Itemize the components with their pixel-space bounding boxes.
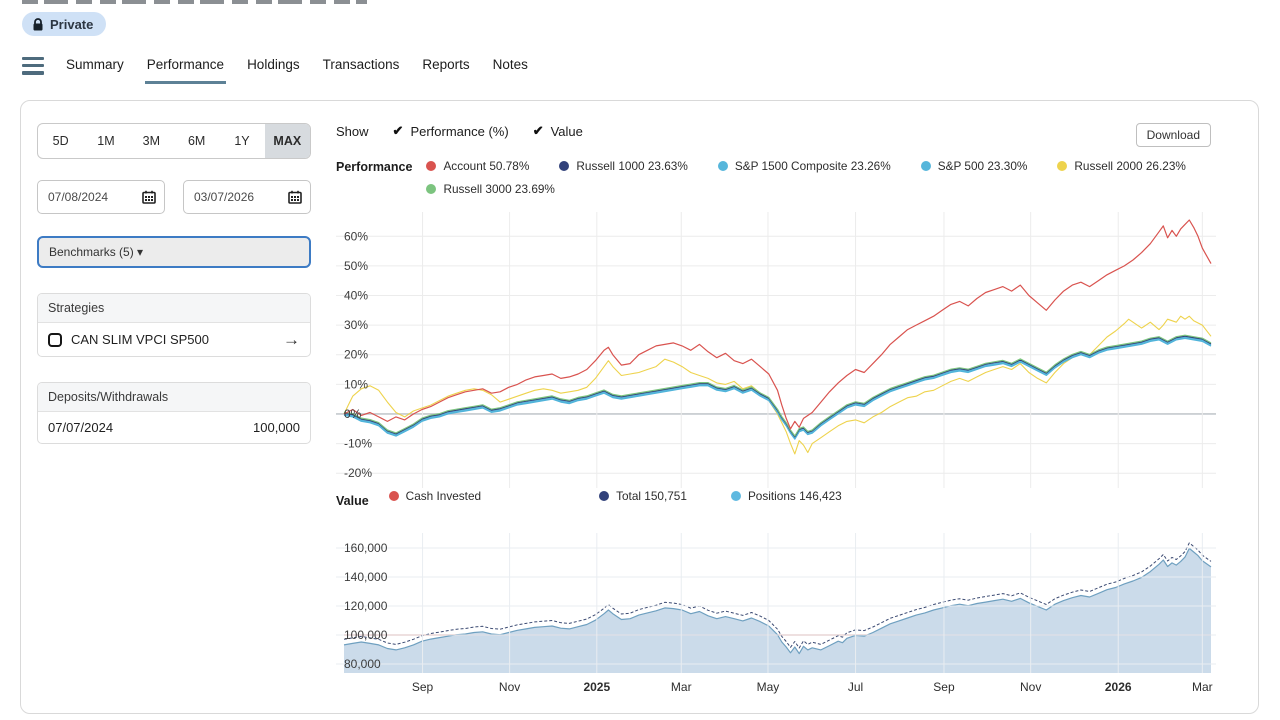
legend-dot — [920, 161, 931, 171]
svg-text:Sep: Sep — [412, 680, 434, 694]
svg-text:Nov: Nov — [499, 680, 520, 694]
svg-text:-20%: -20% — [344, 466, 372, 480]
legend-dot — [559, 161, 570, 171]
toggle-value[interactable]: ✔ Value — [533, 123, 583, 139]
svg-text:May: May — [757, 680, 780, 694]
svg-text:30%: 30% — [344, 318, 368, 332]
legend-item[interactable]: S&P 500 23.30% — [920, 159, 1027, 173]
performance-panel: 5D 1M 3M 6M 1Y MAX 07/08/2024 03/07/2026 — [20, 100, 1259, 714]
date-range-row: 07/08/2024 03/07/2026 — [37, 180, 311, 214]
deposit-row: 07/07/2024 100,000 — [38, 412, 310, 443]
strategies-panel: Strategies CAN SLIM VPCI SP500 → — [37, 293, 311, 357]
strategies-header: Strategies — [38, 294, 310, 323]
legend-dot — [730, 491, 741, 501]
legend-dot — [426, 161, 437, 171]
tab-performance[interactable]: Performance — [144, 54, 227, 84]
range-button-3m[interactable]: 3M — [142, 134, 160, 148]
legend-item[interactable]: Positions 146,423 — [730, 489, 842, 503]
range-button-1y[interactable]: 1Y — [234, 134, 250, 148]
legend-dot — [1057, 161, 1068, 171]
svg-text:100,000: 100,000 — [344, 628, 388, 642]
value-legend-items: Cash Invested Total 150,751 Positions 146,… — [388, 489, 842, 512]
calendar-icon[interactable] — [288, 190, 302, 204]
legend-item[interactable]: Russell 1000 23.63% — [559, 159, 688, 173]
sidebar: 5D 1M 3M 6M 1Y MAX 07/08/2024 03/07/2026 — [37, 123, 311, 444]
strategy-checkbox[interactable] — [48, 332, 62, 347]
legend-item[interactable]: Russell 3000 23.69% — [426, 182, 555, 196]
svg-text:-10%: -10% — [344, 437, 372, 451]
show-label: Show — [336, 123, 369, 139]
svg-text:Sep: Sep — [933, 680, 955, 694]
tab-reports[interactable]: Reports — [422, 57, 470, 72]
legend-dot — [388, 491, 399, 501]
benchmarks-dropdown[interactable]: Benchmarks (5) ▾ — [37, 236, 311, 268]
strategy-arrow-icon[interactable]: → — [283, 330, 300, 349]
range-button-max[interactable]: MAX — [264, 124, 310, 158]
lock-icon — [33, 17, 43, 30]
legend-dot — [599, 491, 610, 501]
value-chart[interactable]: 160,000 140,000 120,000 100,000 80,000 Sep Nov… — [336, 533, 1216, 706]
range-button-6m[interactable]: 6M — [187, 134, 206, 148]
svg-text:80,000: 80,000 — [344, 657, 381, 671]
legend-dot — [717, 161, 728, 171]
private-badge: Private — [22, 12, 107, 36]
svg-text:160,000: 160,000 — [344, 541, 388, 555]
svg-text:140,000: 140,000 — [344, 570, 388, 584]
value-legend-title: Value — [336, 494, 369, 508]
deposits-panel: Deposits/Withdrawals 07/07/2024 100,000 — [37, 382, 311, 444]
date-from-input[interactable]: 07/08/2024 — [37, 180, 165, 214]
svg-text:2026: 2026 — [1105, 680, 1132, 694]
svg-text:0%: 0% — [344, 407, 362, 421]
range-button-1m[interactable]: 1M — [97, 134, 115, 148]
calendar-icon[interactable] — [142, 190, 156, 204]
download-button[interactable]: Download — [1135, 123, 1211, 147]
tab-summary[interactable]: Summary — [66, 57, 124, 72]
svg-text:Jul: Jul — [848, 680, 863, 694]
svg-text:Mar: Mar — [1192, 680, 1213, 694]
svg-text:20%: 20% — [344, 348, 368, 362]
tab-notes[interactable]: Notes — [492, 57, 528, 72]
page-title-clipped — [22, 0, 367, 4]
check-icon: ✔ — [532, 123, 544, 138]
range-button-5d[interactable]: 5D — [52, 134, 69, 148]
legend-item[interactable]: Cash Invested — [388, 489, 481, 503]
performance-legend-items: Account 50.78% Russell 1000 23.63% S&P 150… — [426, 159, 1186, 205]
hamburger-menu-icon[interactable] — [22, 54, 44, 79]
strategy-label: CAN SLIM VPCI SP500 — [71, 332, 209, 347]
date-to-value: 03/07/2026 — [194, 190, 255, 204]
toggle-performance[interactable]: ✔ Performance (%) — [393, 123, 509, 139]
performance-chart[interactable]: 60% 50% 40% 30% 20% 10% 0% -10% -20% — [336, 212, 1216, 493]
toggle-performance-label: Performance (%) — [410, 123, 509, 139]
date-to-input[interactable]: 03/07/2026 — [183, 180, 311, 214]
toggle-value-label: Value — [550, 123, 583, 139]
performance-legend-title: Performance — [336, 160, 413, 174]
performance-legend: Performance Account 50.78% Russell 1000 2… — [336, 159, 1186, 205]
check-icon: ✔ — [392, 123, 404, 138]
deposits-header: Deposits/Withdrawals — [38, 383, 310, 412]
svg-text:40%: 40% — [344, 289, 368, 303]
private-badge-label: Private — [50, 16, 94, 32]
legend-item[interactable]: Account 50.78% — [426, 159, 529, 173]
value-legend: Value Cash Invested Total 150,751 Position… — [336, 489, 842, 512]
legend-item[interactable]: S&P 1500 Composite 23.26% — [717, 159, 891, 173]
tab-transactions[interactable]: Transactions — [322, 57, 400, 72]
svg-text:10%: 10% — [344, 377, 368, 391]
time-range-group: 5D 1M 3M 6M 1Y MAX — [37, 123, 311, 159]
deposit-amount: 100,000 — [253, 420, 300, 435]
legend-item[interactable]: Russell 2000 26.23% — [1057, 159, 1186, 173]
show-options-row: Show ✔ Performance (%) ✔ Value — [336, 123, 583, 139]
svg-text:120,000: 120,000 — [344, 599, 388, 613]
svg-text:60%: 60% — [344, 229, 368, 243]
svg-text:Mar: Mar — [671, 680, 692, 694]
tab-bar: Summary Performance Holdings Transaction… — [22, 54, 530, 84]
legend-dot — [426, 184, 437, 194]
tab-holdings[interactable]: Holdings — [247, 57, 300, 72]
strategy-row[interactable]: CAN SLIM VPCI SP500 → — [38, 323, 310, 356]
date-from-value: 07/08/2024 — [48, 190, 109, 204]
svg-text:Nov: Nov — [1020, 680, 1041, 694]
svg-text:50%: 50% — [344, 259, 368, 273]
legend-item[interactable]: Total 150,751 — [599, 489, 687, 503]
svg-text:2025: 2025 — [583, 680, 610, 694]
deposit-date: 07/07/2024 — [48, 420, 114, 435]
